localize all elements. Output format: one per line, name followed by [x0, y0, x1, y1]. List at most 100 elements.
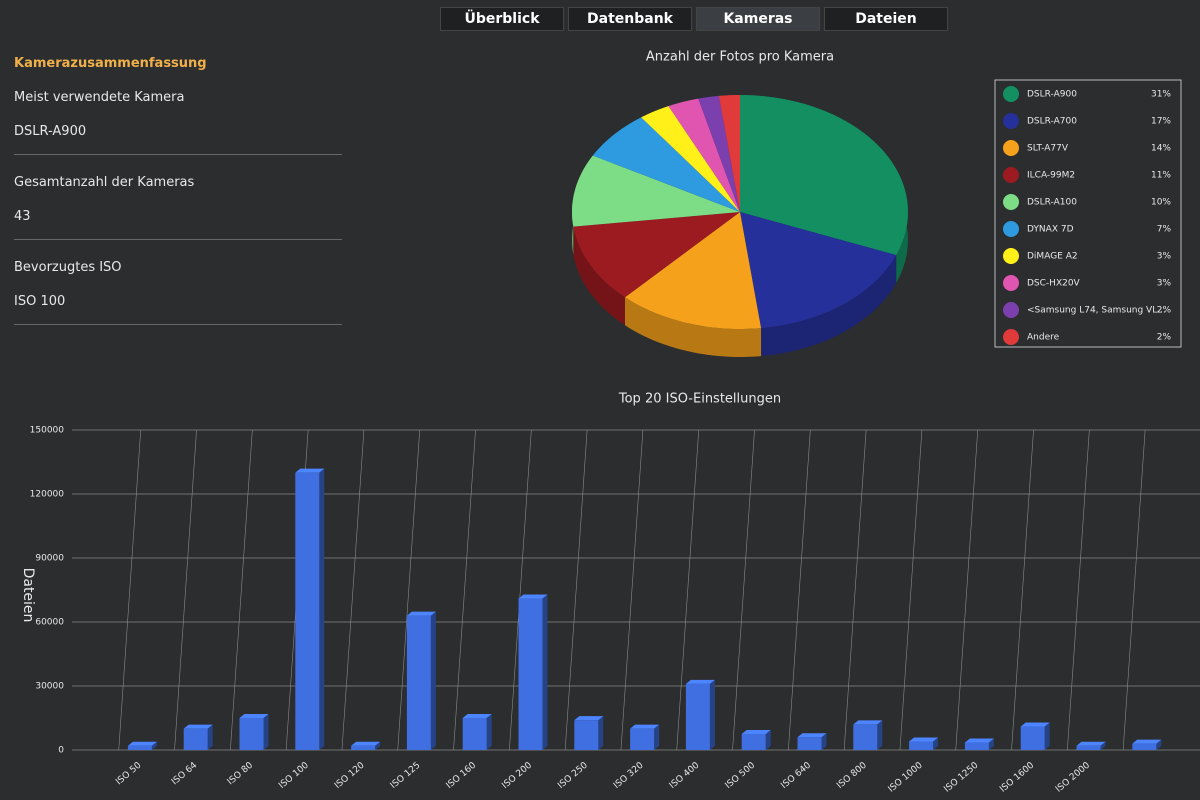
y-axis-label: Dateien: [20, 568, 36, 623]
x-tick-label: ISO 500: [724, 760, 758, 791]
bar-top: [964, 738, 994, 743]
grid-line-vertical: [174, 429, 197, 751]
summary-title: Kamerazusammenfassung: [14, 56, 207, 71]
grid-line-vertical: [620, 429, 644, 751]
x-tick-label: ISO 1250: [942, 760, 980, 794]
bar: [183, 728, 208, 750]
grid-line-vertical: [1011, 429, 1034, 751]
bar-top: [351, 741, 381, 746]
summary-value: ISO 100: [14, 294, 66, 309]
tab[interactable]: Kameras: [696, 7, 820, 31]
pie-side: [573, 226, 625, 326]
bar: [1076, 745, 1101, 750]
legend-value: 14%: [1151, 144, 1171, 154]
legend-label: DiMAGE A2: [1027, 252, 1078, 262]
chart-title: Top 20 ISO-Einstellungen: [618, 392, 781, 407]
legend-label: ILCA-99M2: [1027, 171, 1075, 181]
bar-top: [630, 724, 660, 729]
bar-side: [654, 724, 660, 750]
x-tick-label: ISO 64: [170, 760, 199, 787]
bar: [462, 718, 487, 750]
legend-box: [994, 79, 1182, 348]
grid-line-vertical: [453, 429, 476, 751]
tab[interactable]: Überblick: [440, 7, 564, 31]
legend-swatch: [1003, 113, 1019, 129]
grid-line-vertical: [676, 429, 700, 751]
bar-side: [263, 714, 269, 750]
y-tick-label: 90000: [35, 554, 64, 564]
legend-label: <Samsung L74, Samsung VL...: [1027, 306, 1166, 316]
grid-line-vertical: [899, 429, 923, 751]
bar-top: [1076, 741, 1106, 746]
legend-label: SLT-A77V: [1027, 144, 1069, 154]
x-tick-label: ISO 1000: [887, 760, 925, 794]
grid-line-vertical: [118, 429, 142, 751]
bar-side: [709, 679, 715, 750]
x-tick-label: ISO 120: [333, 760, 367, 791]
legend-value: 10%: [1151, 198, 1171, 208]
legend-label: DSLR-A700: [1027, 117, 1077, 127]
grid-line-vertical: [955, 429, 979, 751]
pie-slice: [740, 95, 908, 256]
bar-side: [375, 741, 381, 750]
legend-value: 7%: [1157, 225, 1172, 235]
pie-slice: [573, 212, 740, 298]
grid-line-vertical: [397, 429, 421, 751]
y-tick-label: 150000: [30, 426, 65, 436]
bar: [295, 472, 320, 750]
bar: [685, 683, 710, 750]
x-tick-label: ISO 125: [389, 761, 423, 791]
legend-label: Andere: [1027, 333, 1060, 343]
legend-value: 2%: [1157, 333, 1172, 343]
bar-side: [598, 716, 604, 750]
pie-slice: [572, 155, 740, 227]
bar-top: [574, 716, 604, 721]
pie-slice: [641, 106, 740, 212]
x-tick-label: ISO 50: [114, 760, 143, 787]
bar: [574, 720, 599, 750]
tab[interactable]: Datenbank: [568, 7, 692, 31]
legend-label: DSC-HX20V: [1027, 279, 1081, 289]
grid-line-vertical: [509, 429, 532, 751]
pie-slice: [698, 95, 740, 212]
summary-panel: Kamerazusammenfassung Meist verwendete K…: [14, 50, 342, 339]
pie-slice: [668, 98, 740, 212]
legend-swatch: [1003, 86, 1019, 102]
bar: [853, 724, 878, 750]
tab-bar: Überblick Datenbank Kameras Dateien: [440, 7, 948, 31]
bar-side: [1044, 722, 1050, 750]
bar-top: [853, 720, 883, 725]
bar-side: [430, 611, 436, 750]
grid-line-vertical: [843, 429, 867, 751]
legend-swatch: [1003, 329, 1019, 345]
bar: [797, 737, 822, 750]
bar: [1020, 726, 1045, 750]
legend-swatch: [1003, 140, 1019, 156]
legend-value: 2%: [1157, 306, 1172, 316]
bar-side: [542, 594, 548, 750]
summary-label: Gesamtanzahl der Kameras: [14, 175, 195, 190]
grid-line-vertical: [1122, 429, 1146, 751]
legend-label: DSLR-A900: [1027, 90, 1077, 100]
summary-label: Meist verwendete Kamera: [14, 90, 185, 105]
bar-top: [127, 741, 157, 746]
x-tick-label: ISO 400: [668, 760, 702, 791]
x-tick-label: ISO 320: [612, 760, 646, 791]
legend-value: 11%: [1151, 171, 1171, 181]
tab[interactable]: Dateien: [824, 7, 948, 31]
bar-top: [239, 714, 269, 718]
x-tick-label: ISO 80: [226, 760, 255, 787]
summary-item: Bevorzugtes ISO ISO 100: [14, 254, 342, 325]
x-tick-label: ISO 160: [445, 760, 479, 791]
summary-item: Meist verwendete Kamera DSLR-A900: [14, 84, 342, 155]
bar: [351, 745, 376, 750]
pie-slice: [718, 95, 740, 212]
grid-line-vertical: [230, 429, 253, 751]
x-tick-label: ISO 2000: [1054, 760, 1092, 794]
x-tick-label: ISO 100: [277, 760, 311, 791]
legend-swatch: [1003, 221, 1019, 237]
legend-swatch: [1003, 248, 1019, 264]
summary-value: 43: [14, 209, 31, 224]
x-tick-label: ISO 800: [835, 760, 869, 791]
